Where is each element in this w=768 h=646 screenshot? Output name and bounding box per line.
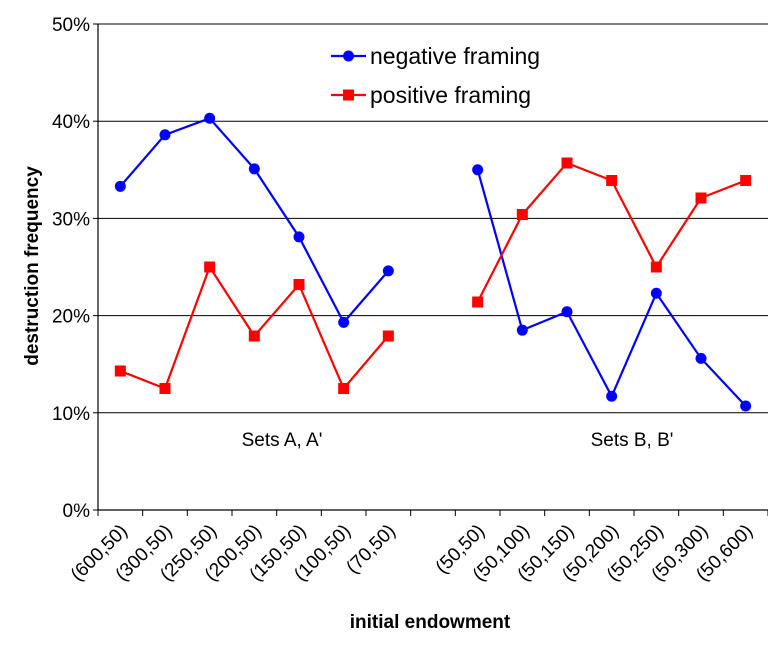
series-line: [119, 264, 390, 391]
data-point: [561, 306, 573, 318]
data-point: [472, 296, 484, 308]
data-point: [159, 129, 171, 141]
data-point: [382, 330, 394, 342]
data-point: [516, 209, 528, 221]
data-point: [114, 180, 126, 192]
series-positive-framing: [114, 157, 752, 394]
annotations: Sets A, A' Sets B, B': [242, 430, 674, 451]
legend: negative framing positive framing: [331, 43, 540, 108]
series-line: [119, 116, 390, 325]
data-point: [382, 265, 394, 277]
set-annotation: Sets B, B': [591, 430, 674, 451]
series-line: [476, 169, 747, 407]
y-tick-label: 30%: [52, 209, 90, 230]
legend-label: positive framing: [370, 82, 531, 108]
y-tick-label: 40%: [52, 112, 90, 133]
data-point: [293, 231, 305, 243]
x-axis-ticks: (600,50)(300,50)(250,50)(200,50)(150,50)…: [67, 510, 768, 586]
series-group: [114, 112, 752, 412]
data-point: [740, 174, 752, 186]
data-point: [248, 330, 260, 342]
legend-label: negative framing: [370, 43, 540, 69]
data-point: [695, 192, 707, 204]
data-point: [606, 174, 618, 186]
data-point: [204, 261, 216, 273]
data-point: [159, 383, 171, 394]
set-annotation: Sets A, A': [242, 430, 323, 451]
data-point: [293, 278, 305, 290]
data-point: [606, 390, 618, 402]
data-point: [472, 164, 484, 176]
data-point: [114, 365, 126, 377]
data-point: [338, 383, 350, 394]
data-point: [516, 324, 528, 336]
data-point: [650, 261, 662, 273]
data-point: [204, 112, 216, 124]
x-axis-title: initial endowment: [350, 612, 511, 633]
series-negative-framing: [114, 112, 752, 412]
y-tick-label: 10%: [52, 404, 90, 425]
data-point: [695, 352, 707, 364]
data-point: [561, 157, 573, 169]
y-axis-title: destruction frequency: [22, 166, 43, 366]
y-tick-label: 0%: [63, 501, 91, 522]
data-point: [338, 316, 350, 328]
y-tick-label: 20%: [52, 307, 90, 328]
data-point: [650, 287, 662, 299]
data-point: [248, 163, 260, 175]
legend-marker: [343, 89, 354, 101]
legend-item: positive framing: [331, 82, 531, 108]
legend-item: negative framing: [331, 43, 540, 69]
data-point: [740, 400, 752, 412]
y-axis-ticks: 0% 10% 20% 30% 40% 50%: [52, 15, 98, 522]
legend-marker: [343, 50, 354, 62]
axes: [97, 24, 768, 511]
y-tick-label: 50%: [52, 15, 90, 36]
x-tick-label: (70,50): [342, 521, 399, 578]
